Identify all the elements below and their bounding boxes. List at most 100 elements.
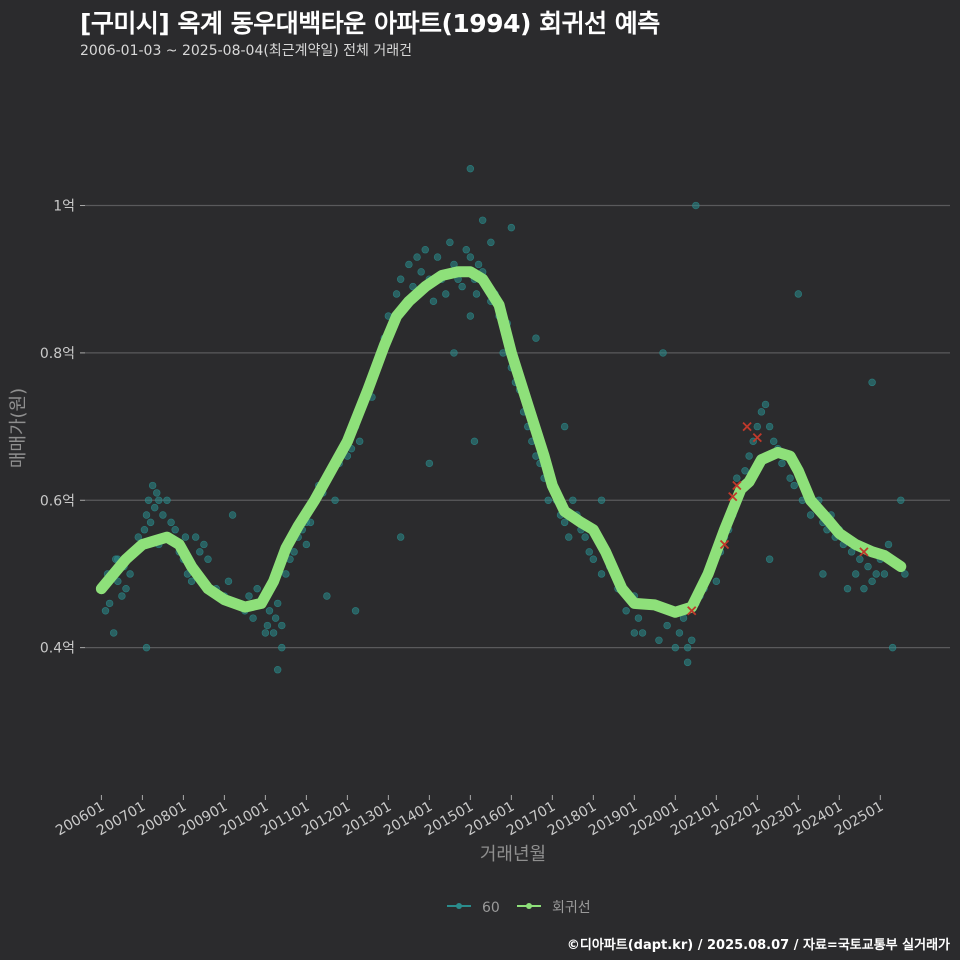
scatter-point [897,496,905,504]
scatter-point [263,621,272,630]
scatter-point [597,496,606,504]
scatter-point [884,540,893,549]
scatter-point [228,511,237,519]
scatter-point [355,437,364,446]
scatter-point [688,636,696,644]
regression-line-group [95,266,907,618]
scatter-point [253,584,261,593]
scatter-point [819,570,827,578]
scatter-point [765,555,774,563]
y-axis-title: 매매가(원) [8,388,29,468]
scatter-point [671,643,680,652]
scatter-point [466,164,475,173]
scatter-point [778,459,786,468]
scatter-point [249,614,257,622]
scatter-point [565,533,573,541]
scatter-point [278,643,286,652]
legend-key-dot-0 [456,903,462,909]
scatter-point [663,621,671,630]
cancelled-marker [859,547,869,557]
scatter-point [323,592,331,600]
scatter-point [417,268,425,276]
y-tick-label-3: 1억 [53,199,75,215]
chart-title: [구미시] 옥계 동우대백타운 아파트(1994) 회귀선 예측 [80,9,660,38]
scatter-point [868,577,876,586]
scatter-point [122,584,130,593]
scatter-point [761,400,770,409]
scatter-point [638,629,647,637]
scatter-point [765,422,774,431]
cancelled-marker-stroke [752,432,762,443]
scatter-point [532,334,540,342]
scatter-point [852,570,860,578]
scatter-point [901,570,909,578]
scatter-point [118,592,126,600]
y-axis-ticks: 0.4억 0.6억 0.8억 1억 [40,199,85,657]
scatter-point [466,253,475,261]
scatter-point [683,658,692,667]
scatter-point [191,533,200,541]
scatter-point [396,533,405,541]
scatter-point [733,474,741,482]
scatter-point [868,378,876,387]
scatter-point [273,666,282,674]
scatter-point [478,216,487,224]
cancelled-marker-stroke [742,421,752,432]
scatter-point [425,459,434,468]
scatter-point [302,540,311,549]
scatter-point [589,555,598,563]
scatter-point [142,643,151,652]
scatter-point [134,533,142,541]
scatter-point [150,503,159,512]
scatter-point [683,643,692,652]
scatter-point [659,349,667,357]
scatter-point [144,496,153,504]
scatter-point [753,422,762,431]
scatter-point [472,290,481,298]
scatter-point [163,496,171,504]
scatter-point [142,511,151,519]
scatter-point [450,349,458,357]
scatter-point [446,238,454,247]
scatter-point [470,437,479,446]
scatter-point [392,290,401,298]
scatter-point [634,614,643,622]
scatter-point [569,496,577,504]
y-tick-label-1: 0.6억 [40,493,75,509]
cancelled-marker [728,491,738,502]
cancelled-marker [742,421,752,432]
x-axis-title: 거래년월 [480,844,546,865]
scatter-point [126,570,134,578]
scatter-point [856,555,864,563]
scatter-point [581,533,589,541]
chart-subtitle: 2006-01-03 ~ 2025-08-04(최근계약일) 전체 거래건 [80,43,412,59]
scatter-point [458,282,466,291]
scatter-point [245,592,253,600]
scatter-point [224,577,233,586]
scatter-point [148,481,157,490]
legend-label-0: 60 [482,900,500,916]
x-axis-ticks: 2006012007012008012009012010012011012012… [53,795,886,839]
scatter-point [140,526,149,534]
scatter-point [585,548,593,556]
cancelled-marker-stroke [732,480,742,491]
scatter-point [273,599,282,608]
scatter-point [167,518,175,527]
scatter-point [271,614,280,622]
scatter-point [790,481,798,490]
scatter-point [757,408,766,416]
scatter-point [200,540,208,549]
scatter-point [409,282,417,291]
cancelled-marker [752,432,762,443]
scatter-point [204,555,212,563]
scatter-point [171,526,179,534]
scatter-point [146,518,155,527]
scatter-point [462,246,470,254]
cancelled-marker-stroke [687,606,697,616]
scatter-point [692,201,700,210]
y-tick-label-2: 0.8억 [40,346,75,362]
scatter-point [560,422,569,431]
scatter-point [888,643,897,652]
scatter-point [405,260,413,269]
